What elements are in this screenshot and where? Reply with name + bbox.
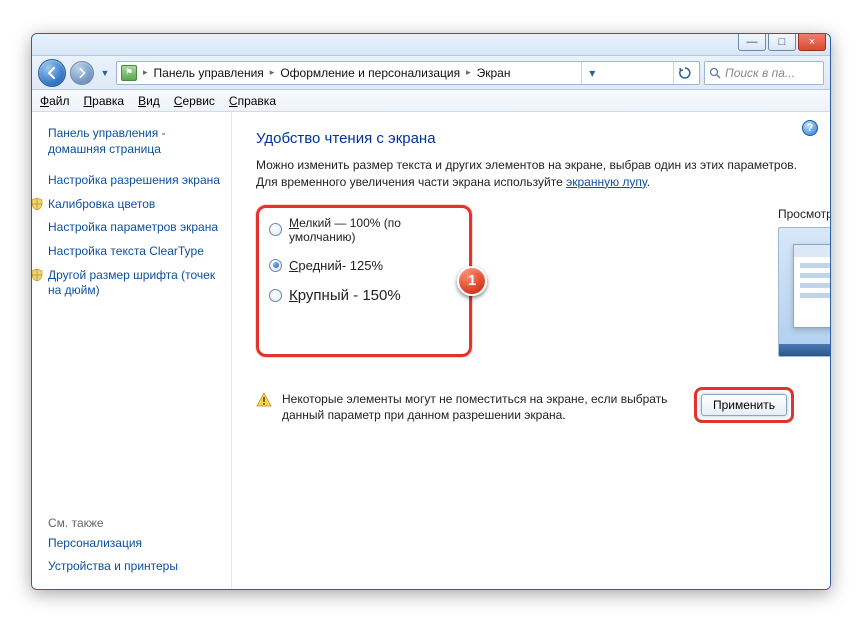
breadcrumb-sep: ▸: [464, 67, 473, 78]
radio-large-150[interactable]: Крупный - 150%: [269, 287, 459, 304]
address-dropdown[interactable]: ▾: [581, 62, 603, 84]
close-button[interactable]: ×: [798, 33, 826, 51]
nav-forward-button[interactable]: [70, 61, 94, 85]
window-controls: — □ ×: [738, 33, 826, 51]
search-icon: [709, 67, 721, 79]
breadcrumb-seg-2[interactable]: Экран: [477, 66, 511, 80]
sidebar-link-devices-printers[interactable]: Устройства и принтеры: [48, 555, 223, 579]
sidebar-link-custom-dpi[interactable]: Другой размер шрифта (точек на дюйм): [32, 264, 223, 303]
warning-text: Некоторые элементы могут не поместиться …: [282, 391, 682, 425]
sidebar-item-label: Другой размер шрифта (точек на дюйм): [48, 268, 215, 298]
breadcrumb-sep: ▸: [268, 67, 277, 78]
menu-file[interactable]: Файл: [40, 94, 70, 108]
page-title: Удобство чтения с экрана: [256, 130, 806, 147]
menu-edit[interactable]: Правка: [84, 94, 125, 108]
address-row: ▼ ⚑ ▸ Панель управления ▸ Оформление и п…: [32, 56, 830, 90]
sidebar: Панель управления - домашняя страница На…: [32, 112, 232, 589]
desc-text: Можно изменить размер текста и других эл…: [256, 158, 797, 189]
refresh-button[interactable]: [673, 62, 695, 84]
nav-history-dropdown[interactable]: ▼: [98, 63, 112, 83]
preview-image: [778, 227, 831, 357]
breadcrumb-sep: ▸: [141, 67, 150, 78]
search-placeholder: Поиск в па...: [725, 66, 795, 80]
preview-label: Просмотр: [778, 207, 831, 221]
radio-label: Мелкий — 100% (по умолчанию): [289, 216, 459, 244]
preview-area: Просмотр: [778, 207, 831, 357]
menu-tools[interactable]: Сервис: [174, 94, 215, 108]
sidebar-link-personalization[interactable]: Персонализация: [48, 532, 223, 556]
dpi-radio-group-highlight: Мелкий — 100% (по умолчанию) Средний- 12…: [256, 205, 472, 357]
magnifier-link[interactable]: экранную лупу: [566, 175, 647, 189]
control-panel-icon: ⚑: [121, 65, 137, 81]
see-also-heading: См. также: [48, 510, 223, 532]
desc-text: .: [647, 175, 650, 189]
sidebar-link-home[interactable]: Панель управления - домашняя страница: [48, 122, 223, 161]
sidebar-link-resolution[interactable]: Настройка разрешения экрана: [48, 169, 223, 193]
radio-small-100[interactable]: Мелкий — 100% (по умолчанию): [269, 216, 459, 244]
nav-back-button[interactable]: [38, 59, 66, 87]
sidebar-link-cleartype[interactable]: Настройка текста ClearType: [48, 240, 223, 264]
sidebar-link-screen-params[interactable]: Настройка параметров экрана: [48, 216, 223, 240]
radio-icon: [269, 259, 282, 272]
minimize-button[interactable]: —: [738, 33, 766, 51]
warning-row: Некоторые элементы могут не поместиться …: [256, 391, 806, 425]
search-input[interactable]: Поиск в па...: [704, 61, 824, 85]
address-bar[interactable]: ⚑ ▸ Панель управления ▸ Оформление и пер…: [116, 61, 700, 85]
annotation-marker-1: 1: [457, 266, 487, 296]
control-panel-window: — □ × ▼ ⚑ ▸ Панель управления ▸ Оформлен…: [31, 33, 831, 590]
window-titlebar: — □ ×: [32, 34, 830, 56]
sidebar-bottom: См. также Персонализация Устройства и пр…: [48, 510, 223, 579]
shield-icon: [31, 268, 44, 282]
shield-icon: [31, 197, 44, 211]
sidebar-item-label: Калибровка цветов: [48, 197, 155, 211]
apply-button-highlight: Применить: [694, 387, 794, 423]
apply-button[interactable]: Применить: [701, 394, 787, 416]
page-description: Можно изменить размер текста и других эл…: [256, 157, 806, 191]
help-icon[interactable]: ?: [802, 120, 818, 136]
radio-label: Крупный - 150%: [289, 287, 401, 304]
content-area: ? Удобство чтения с экрана Можно изменит…: [232, 112, 830, 589]
breadcrumb-seg-1[interactable]: Оформление и персонализация: [280, 66, 460, 80]
radio-medium-125[interactable]: Средний- 125%: [269, 258, 459, 273]
menu-help[interactable]: Справка: [229, 94, 276, 108]
menu-bar: Файл Правка Вид Сервис Справка: [32, 90, 830, 112]
body-wrap: Панель управления - домашняя страница На…: [32, 112, 830, 589]
radio-icon: [269, 223, 282, 236]
maximize-button[interactable]: □: [768, 33, 796, 51]
radio-icon: [269, 289, 282, 302]
radio-preview-row: Мелкий — 100% (по умолчанию) Средний- 12…: [256, 205, 806, 357]
radio-label: Средний- 125%: [289, 258, 383, 273]
warning-icon: [256, 392, 272, 408]
breadcrumb-seg-0[interactable]: Панель управления: [154, 66, 264, 80]
sidebar-link-color-calibration[interactable]: Калибровка цветов: [32, 193, 223, 217]
menu-view[interactable]: Вид: [138, 94, 160, 108]
